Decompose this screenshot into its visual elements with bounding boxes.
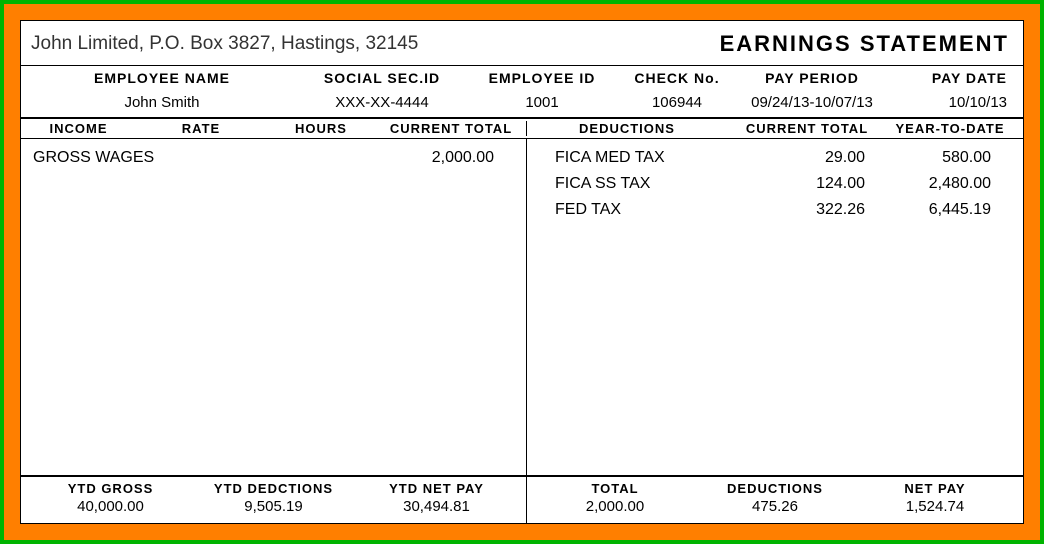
deduction-current: 124.00 [735, 175, 865, 193]
footer-left: YTD GROSS 40,000.00 YTD DEDCTIONS 9,505.… [21, 477, 526, 523]
header-current-total-left: CURRENT TOTAL [376, 121, 526, 136]
header-hours: HOURS [266, 121, 376, 136]
deduction-current: 29.00 [735, 149, 865, 167]
footer-label: YTD GROSS [29, 481, 192, 498]
label-ssn: SOCIAL SEC.ID [297, 70, 467, 86]
label-pay-date: PAY DATE [887, 70, 1017, 86]
header-income: INCOME [21, 121, 136, 136]
footer-value: 1,524.74 [855, 498, 1015, 515]
footer-value: 475.26 [695, 498, 855, 515]
deduction-current: 322.26 [735, 201, 865, 219]
deduction-label: FICA MED TAX [555, 149, 735, 167]
income-label: GROSS WAGES [33, 149, 283, 167]
employee-values-row: John Smith XXX-XX-4444 1001 106944 09/24… [21, 90, 1023, 119]
value-pay-period: 09/24/13-10/07/13 [737, 94, 887, 111]
header-ytd: YEAR-TO-DATE [887, 121, 1023, 136]
deduction-line: FICA SS TAX 124.00 2,480.00 [555, 175, 1011, 193]
income-line: GROSS WAGES 2,000.00 [33, 149, 514, 167]
header-deductions: DEDUCTIONS [527, 121, 727, 136]
header-current-total-right: CURRENT TOTAL [727, 121, 887, 136]
value-employee-id: 1001 [467, 94, 617, 111]
footer-label: NET PAY [855, 481, 1015, 498]
deduction-ytd: 6,445.19 [865, 201, 1011, 219]
header-row: John Limited, P.O. Box 3827, Hastings, 3… [21, 21, 1023, 66]
income-amount: 2,000.00 [283, 149, 514, 167]
value-check-no: 106944 [617, 94, 737, 111]
paystub: John Limited, P.O. Box 3827, Hastings, 3… [20, 20, 1024, 524]
footer-value: 30,494.81 [355, 498, 518, 515]
footer-label: TOTAL [535, 481, 695, 498]
label-employee-id: EMPLOYEE ID [467, 70, 617, 86]
statement-title: EARNINGS STATEMENT [720, 31, 1009, 57]
footer-deductions: DEDUCTIONS 475.26 [695, 481, 855, 515]
footer-total: TOTAL 2,000.00 [535, 481, 695, 515]
body-area: GROSS WAGES 2,000.00 FICA MED TAX 29.00 … [21, 139, 1023, 475]
deduction-line: FED TAX 322.26 6,445.19 [555, 201, 1011, 219]
deduction-ytd: 580.00 [865, 149, 1011, 167]
footer-ytd-deductions: YTD DEDCTIONS 9,505.19 [192, 481, 355, 515]
employee-labels-row: EMPLOYEE NAME SOCIAL SEC.ID EMPLOYEE ID … [21, 66, 1023, 90]
footer: YTD GROSS 40,000.00 YTD DEDCTIONS 9,505.… [21, 475, 1023, 523]
footer-value: 9,505.19 [192, 498, 355, 515]
value-pay-date: 10/10/13 [887, 94, 1017, 111]
footer-value: 2,000.00 [535, 498, 695, 515]
footer-label: YTD NET PAY [355, 481, 518, 498]
section-headers: INCOME RATE HOURS CURRENT TOTAL DEDUCTIO… [21, 119, 1023, 139]
label-employee-name: EMPLOYEE NAME [27, 70, 297, 86]
deductions-section: FICA MED TAX 29.00 580.00 FICA SS TAX 12… [526, 139, 1023, 475]
footer-net-pay: NET PAY 1,524.74 [855, 481, 1015, 515]
label-pay-period: PAY PERIOD [737, 70, 887, 86]
value-employee-name: John Smith [27, 94, 297, 111]
footer-label: DEDUCTIONS [695, 481, 855, 498]
value-ssn: XXX-XX-4444 [297, 94, 467, 111]
deduction-label: FED TAX [555, 201, 735, 219]
footer-value: 40,000.00 [29, 498, 192, 515]
deduction-ytd: 2,480.00 [865, 175, 1011, 193]
footer-ytd-gross: YTD GROSS 40,000.00 [29, 481, 192, 515]
footer-ytd-net-pay: YTD NET PAY 30,494.81 [355, 481, 518, 515]
header-rate: RATE [136, 121, 266, 136]
deduction-label: FICA SS TAX [555, 175, 735, 193]
outer-frame: John Limited, P.O. Box 3827, Hastings, 3… [0, 0, 1044, 544]
label-check-no: CHECK No. [617, 70, 737, 86]
footer-label: YTD DEDCTIONS [192, 481, 355, 498]
company-address: John Limited, P.O. Box 3827, Hastings, 3… [31, 33, 720, 55]
income-section: GROSS WAGES 2,000.00 [21, 139, 526, 475]
deduction-line: FICA MED TAX 29.00 580.00 [555, 149, 1011, 167]
footer-right: TOTAL 2,000.00 DEDUCTIONS 475.26 NET PAY… [526, 477, 1023, 523]
